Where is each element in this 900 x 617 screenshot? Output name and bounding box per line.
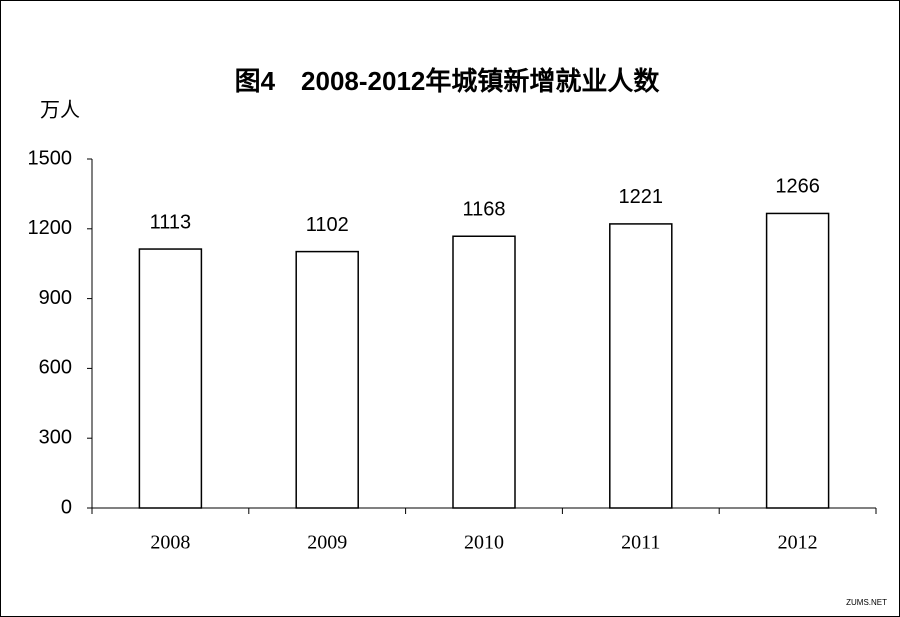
bar	[609, 223, 673, 509]
x-tick-label: 2008	[150, 532, 190, 554]
value-label: 1102	[306, 214, 349, 236]
y-tick-label: 1500	[28, 147, 73, 169]
x-tick-label: 2010	[464, 532, 504, 554]
x-tick-label: 2009	[307, 532, 347, 554]
y-tick-label: 600	[39, 357, 72, 379]
value-label: 1266	[775, 176, 820, 198]
x-tick-label: 2011	[621, 532, 660, 554]
bar	[765, 212, 830, 509]
y-tick-label: 300	[39, 426, 72, 448]
bar	[138, 248, 203, 509]
value-label: 1168	[462, 199, 505, 221]
x-tick-label: 2012	[778, 532, 818, 554]
watermark: ZUMS.NET	[846, 598, 887, 607]
y-unit: 万人	[40, 98, 80, 121]
bar	[295, 250, 359, 509]
bar	[452, 235, 516, 509]
value-label: 1221	[619, 186, 664, 208]
value-label: 1113	[150, 211, 192, 233]
y-tick-label: 1200	[28, 217, 73, 239]
y-tick-label: 0	[61, 496, 72, 518]
y-tick-label: 900	[39, 287, 72, 309]
chart-title: 图4 2008-2012年城镇新增就业人数	[235, 66, 661, 96]
